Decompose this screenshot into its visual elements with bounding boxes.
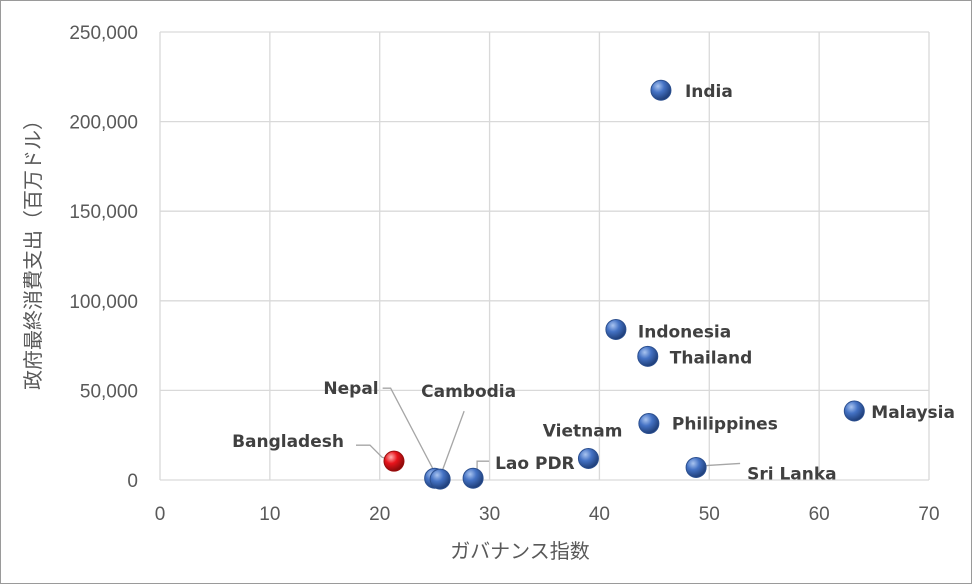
y-tick-label: 100,000	[69, 292, 138, 313]
y-tick-label: 250,000	[69, 23, 138, 44]
data-label-cambodia: Cambodia	[421, 382, 516, 402]
x-tick-label: 60	[809, 504, 830, 525]
data-label-nepal: Nepal	[323, 379, 378, 399]
x-tick-label: 10	[259, 504, 280, 525]
point-sri-lanka	[685, 456, 707, 478]
x-tick-label: 50	[699, 504, 720, 525]
y-axis-title: 政府最終消費支出（百万ドル）	[21, 110, 45, 390]
y-tick-label: 0	[127, 471, 138, 492]
x-tick-label: 20	[369, 504, 390, 525]
point-thailand	[637, 345, 659, 367]
data-points	[383, 79, 865, 490]
data-label-lao-pdr: Lao PDR	[495, 454, 575, 474]
y-tick-label: 200,000	[69, 113, 138, 134]
data-label-malaysia: Malaysia	[871, 403, 955, 423]
x-tick-label: 70	[918, 504, 939, 525]
x-tick-label: 40	[589, 504, 610, 525]
data-label-sri-lanka: Sri Lanka	[747, 464, 837, 484]
x-tick-label: 0	[155, 504, 166, 525]
data-label-vietnam: Vietnam	[543, 421, 623, 441]
y-tick-label: 50,000	[80, 381, 138, 402]
tick-labels: 0 10 20 30 40 50 60 70 0 50,000 100,000 150,000 200,…	[69, 23, 939, 525]
data-label-thailand: Thailand	[670, 348, 753, 368]
data-label-indonesia: Indonesia	[638, 322, 731, 342]
data-labels: India Indonesia Thailand Malaysia Philippine…	[232, 82, 955, 484]
point-cambodia	[429, 468, 451, 490]
point-malaysia	[843, 400, 865, 422]
data-label-india: India	[685, 82, 733, 102]
y-tick-label: 150,000	[69, 202, 138, 223]
data-label-bangladesh: Bangladesh	[232, 432, 344, 452]
point-vietnam	[577, 447, 599, 469]
point-philippines	[638, 413, 660, 435]
x-tick-label: 30	[479, 504, 500, 525]
leader-line-cambodia	[439, 410, 465, 480]
data-label-philippines: Philippines	[672, 415, 778, 435]
grid	[159, 31, 930, 481]
point-indonesia	[605, 318, 627, 340]
point-lao-pdr	[462, 467, 484, 489]
x-axis-title: ガバナンス指数	[450, 539, 590, 563]
point-bangladesh	[383, 450, 405, 472]
point-india	[650, 79, 672, 101]
